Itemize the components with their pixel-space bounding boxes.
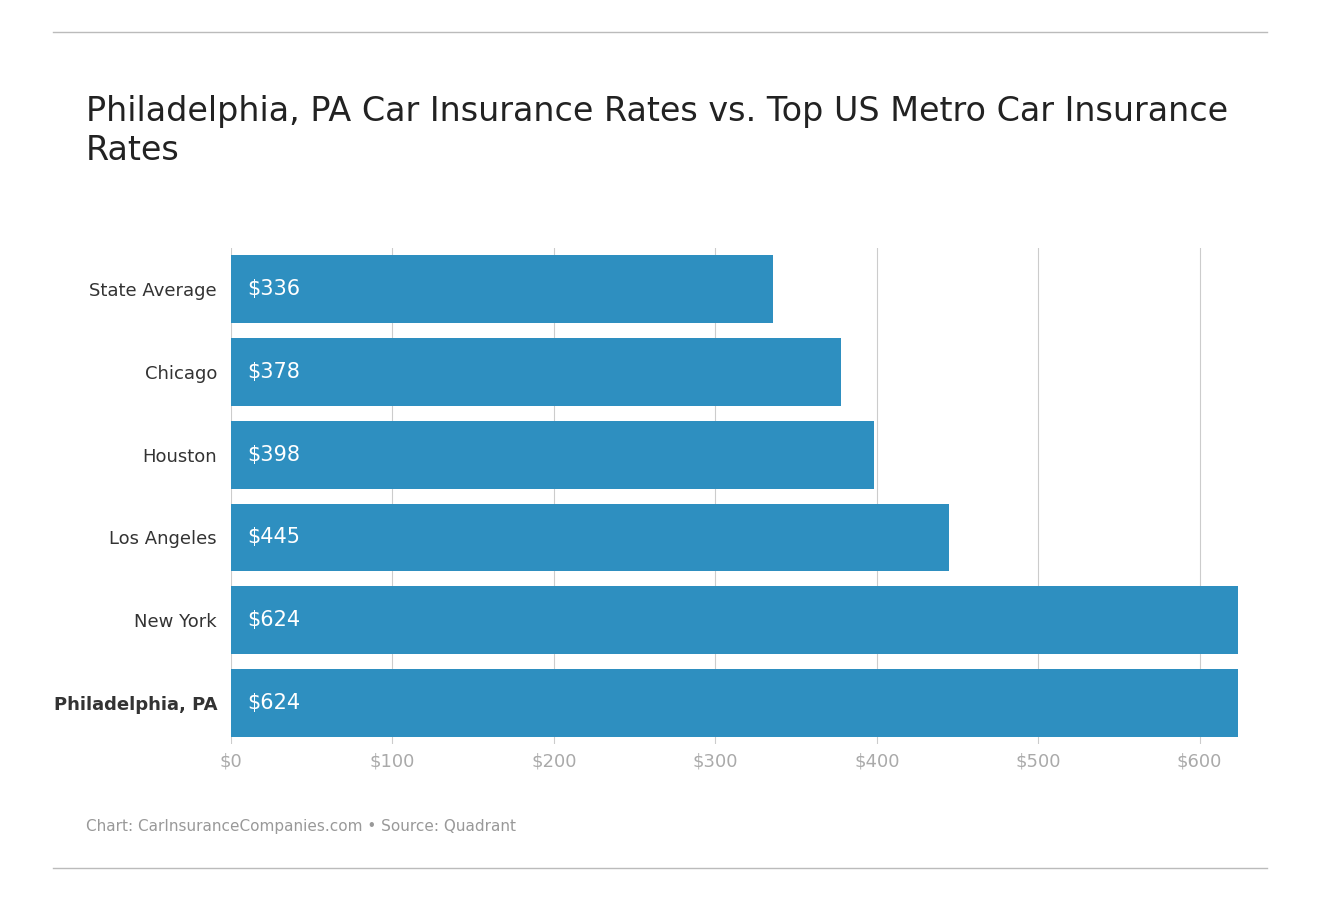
Text: $378: $378 (247, 362, 300, 382)
Bar (231, 338, 841, 406)
Bar (231, 255, 774, 323)
Text: Philadelphia, PA Car Insurance Rates vs. Top US Metro Car Insurance
Rates: Philadelphia, PA Car Insurance Rates vs.… (86, 95, 1228, 167)
Text: $336: $336 (247, 280, 300, 299)
Bar (231, 669, 1238, 737)
Bar (231, 503, 949, 571)
Text: $624: $624 (247, 693, 300, 713)
Bar (231, 421, 874, 489)
Bar (231, 586, 1238, 654)
Text: $624: $624 (247, 610, 300, 630)
Text: $445: $445 (247, 528, 300, 548)
Text: $398: $398 (247, 445, 300, 465)
Text: Chart: CarInsuranceCompanies.com • Source: Quadrant: Chart: CarInsuranceCompanies.com • Sourc… (86, 819, 516, 834)
